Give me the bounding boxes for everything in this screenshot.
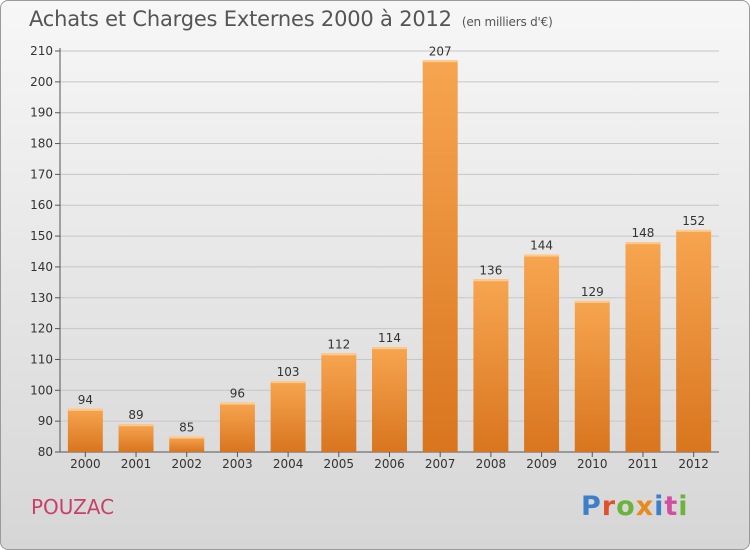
logo-letter: o [616,491,636,522]
labels: 8090100110120130140150160170180190200210… [30,44,709,471]
logo-letter: t [664,491,679,522]
x-tick-label-2000: 2000 [70,457,101,471]
data-label-2009: 144 [530,239,553,253]
data-label-2002: 85 [179,421,194,435]
y-tick-label: 170 [30,167,53,181]
y-tick-label: 130 [30,291,53,305]
data-label-2008: 136 [479,263,502,277]
bar-2010 [574,300,610,452]
data-label-2012: 152 [682,214,705,228]
data-label-2011: 148 [632,226,655,240]
data-label-2003: 96 [230,387,245,401]
bar-highlight-2011 [625,242,661,245]
x-tick-label-2008: 2008 [476,457,507,471]
y-tick-label: 200 [30,75,53,89]
x-tick-label-2003: 2003 [222,457,253,471]
x-tick-label-2004: 2004 [273,457,304,471]
commune-name: POUZAC [31,495,115,519]
data-label-2000: 94 [78,393,93,407]
bar-highlight-2004 [270,381,306,384]
y-tick-label: 140 [30,260,53,274]
bar-2004 [270,381,306,452]
x-tick-label-2010: 2010 [577,457,608,471]
x-tick-label-2002: 2002 [171,457,202,471]
data-label-2010: 129 [581,285,604,299]
bar-highlight-2002 [169,436,205,439]
bars [67,60,712,452]
data-label-2006: 114 [378,331,401,345]
y-tick-label: 190 [30,106,53,120]
bar-highlight-2005 [321,353,357,356]
y-tick-label: 150 [30,229,53,243]
x-tick-label-2011: 2011 [628,457,659,471]
logo-letter: i [678,491,689,522]
bar-highlight-2008 [473,279,509,282]
y-tick-label: 180 [30,137,53,151]
y-tick-label: 100 [30,383,53,397]
y-tick-label: 80 [38,445,53,459]
chart-title-text: Achats et Charges Externes 2000 à 2012 [29,7,452,31]
x-tick-label-2001: 2001 [121,457,152,471]
bar-2002 [169,436,205,452]
y-tick-label: 120 [30,322,53,336]
logo-letter: r [601,491,617,522]
bar-highlight-2009 [524,254,560,257]
chart-unit-note: (en milliers d'€) [461,15,553,29]
logo-letter: x [635,491,655,522]
x-tick-label-2009: 2009 [526,457,557,471]
x-tick-label-2006: 2006 [374,457,405,471]
proxiti-logo: Proxiti [581,491,689,522]
bar-2006 [372,347,407,452]
data-label-2004: 103 [277,365,300,379]
logo-letter: i [654,491,665,522]
bar-2005 [321,353,357,452]
bar-2007 [422,60,458,452]
logo-letter: P [581,491,602,522]
bar-2001 [118,424,154,452]
bar-2009 [524,254,560,452]
bar-2011 [625,242,661,452]
data-label-2007: 207 [429,44,452,58]
y-tick-label: 110 [30,352,53,366]
bar-2008 [473,279,509,452]
y-tick-label: 160 [30,198,53,212]
data-label-2005: 112 [327,337,350,351]
bar-highlight-2007 [422,60,458,63]
bar-highlight-2000 [67,408,103,411]
bar-highlight-2006 [372,347,407,350]
bar-highlight-2012 [676,229,712,232]
bar-highlight-2003 [219,402,255,405]
bar-2012 [676,229,712,452]
x-tick-label-2012: 2012 [678,457,709,471]
x-tick-label-2005: 2005 [324,457,355,471]
bar-highlight-2001 [118,424,154,427]
bar-highlight-2010 [574,300,610,303]
y-tick-label: 90 [38,414,53,428]
chart-title: Achats et Charges Externes 2000 à 2012 (e… [29,7,553,31]
data-label-2001: 89 [128,408,143,422]
bar-2000 [67,408,103,452]
y-tick-label: 210 [30,44,53,58]
x-tick-label-2007: 2007 [425,457,456,471]
bar-2003 [219,402,255,452]
